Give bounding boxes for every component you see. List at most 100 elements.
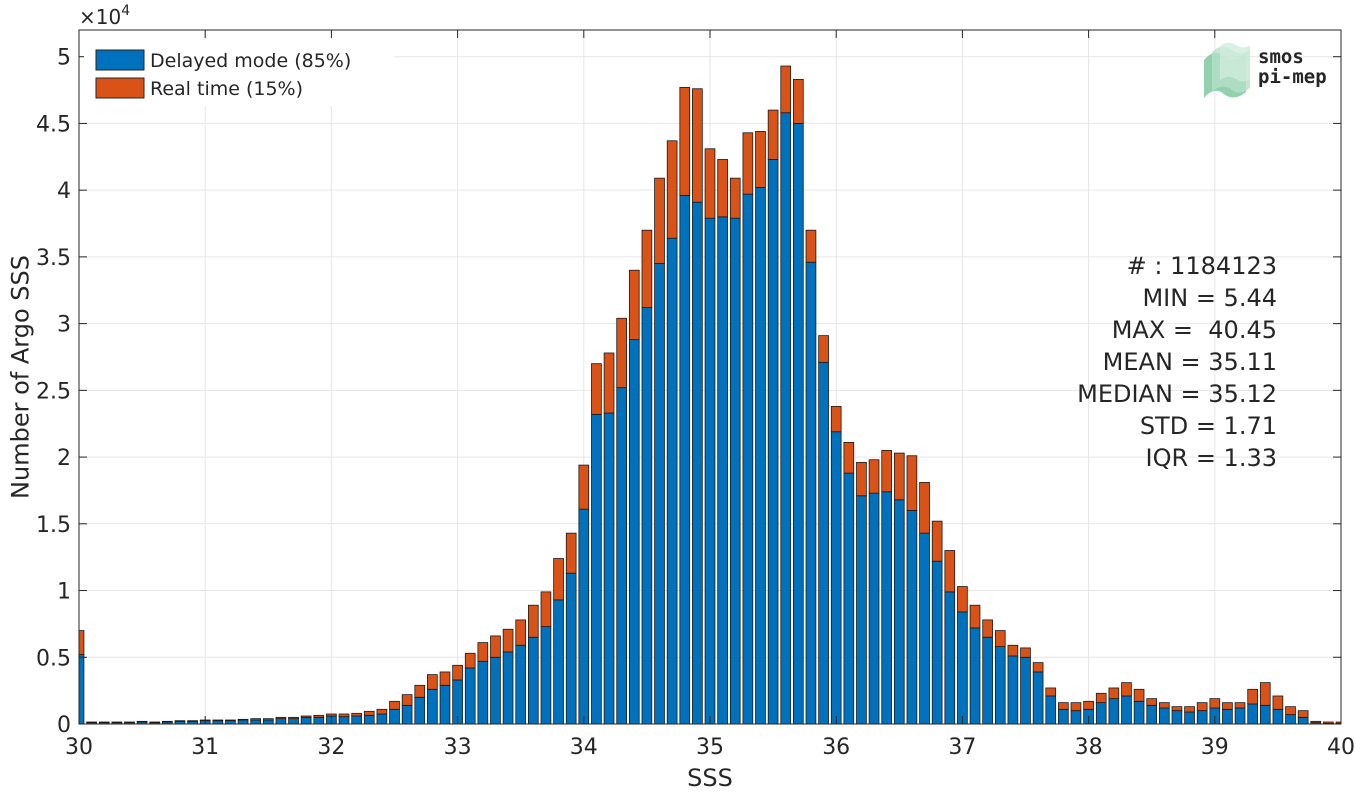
y-axis-label: Number of Argo SSS — [6, 255, 34, 499]
bar-real-time — [1259, 682, 1271, 706]
bar-delayed-mode — [944, 591, 956, 724]
bar-real-time — [338, 713, 350, 718]
bar-real-time — [780, 65, 792, 114]
y-tick-label: 4 — [57, 179, 71, 204]
bar-real-time — [111, 721, 123, 724]
bar-real-time — [1108, 687, 1120, 700]
bar-real-time — [856, 462, 867, 497]
bar-delayed-mode — [502, 651, 514, 724]
bar-delayed-mode — [742, 193, 754, 724]
bar-real-time — [502, 628, 514, 653]
bar-delayed-mode — [994, 646, 1006, 724]
bar-real-time — [565, 532, 577, 574]
bar-delayed-mode — [881, 491, 893, 724]
bar-real-time — [250, 718, 262, 721]
bar-real-time — [300, 715, 312, 718]
y-tick-label: 2.5 — [36, 379, 71, 404]
bar-delayed-mode — [1146, 704, 1158, 724]
y-tick-label: 1.5 — [36, 513, 71, 538]
smos-pi-mep-logo: smos pi-mep — [1204, 42, 1327, 98]
bar-delayed-mode — [237, 719, 249, 724]
bar-real-time — [1272, 695, 1284, 710]
bar-real-time — [162, 720, 173, 723]
x-tick-label: 33 — [444, 735, 472, 760]
legend: Delayed mode (85%) Real time (15%) — [84, 40, 394, 106]
bar-real-time — [654, 177, 665, 264]
bar-delayed-mode — [654, 263, 665, 724]
bar-real-time — [616, 317, 627, 389]
bar-delayed-mode — [805, 261, 817, 724]
bar-delayed-mode — [490, 656, 501, 724]
bar-real-time — [439, 671, 451, 686]
bar-delayed-mode — [679, 195, 691, 724]
bar-real-time — [1171, 706, 1183, 712]
bar-delayed-mode — [1259, 704, 1271, 724]
y-axis-exponent-base: ×10 — [79, 5, 121, 29]
bar-delayed-mode — [414, 696, 426, 724]
bar-real-time — [376, 708, 388, 715]
bar-delayed-mode — [1234, 707, 1246, 724]
stats-iqr: IQR = 1.33 — [1146, 444, 1277, 472]
bar-delayed-mode — [856, 495, 867, 724]
y-tick-label: 4.5 — [36, 112, 71, 137]
stats-std: STD = 1.71 — [1140, 412, 1277, 440]
bar-delayed-mode — [477, 660, 489, 724]
bar-delayed-mode — [603, 412, 615, 724]
bar-real-time — [881, 450, 893, 493]
bar-real-time — [1323, 721, 1334, 724]
bar-real-time — [477, 642, 489, 662]
bar-real-time — [363, 710, 375, 716]
bar-real-time — [1209, 698, 1221, 709]
stats-max: MAX = 40.45 — [1112, 316, 1277, 344]
bar-delayed-mode — [868, 492, 880, 724]
bar-delayed-mode — [401, 704, 413, 724]
bar-real-time — [679, 86, 691, 196]
stats-mean: MEAN = 35.11 — [1103, 348, 1277, 376]
bar-real-time — [212, 719, 224, 722]
bar-real-time — [944, 550, 956, 593]
bar-real-time — [136, 720, 148, 723]
y-tick-label: 3.5 — [36, 246, 71, 271]
x-tick-label: 38 — [1075, 735, 1103, 760]
axis-ticks: 30 31 32 33 34 35 36 37 38 39 40 0 0.5 1 1.5 2 2.5 3 3.5 4 4… — [36, 30, 1355, 760]
bar-delayed-mode — [262, 719, 274, 724]
x-axis-label: SSS — [687, 764, 733, 789]
bar-delayed-mode — [1020, 656, 1031, 724]
bar-real-time — [578, 464, 590, 510]
bar-real-time — [591, 363, 602, 415]
bar-real-time — [351, 712, 362, 717]
bar-real-time — [540, 591, 552, 627]
x-tick-label: 39 — [1201, 735, 1229, 760]
bar-delayed-mode — [439, 684, 451, 724]
y-tick-label: 0.5 — [36, 646, 71, 671]
bar-delayed-mode — [1032, 671, 1044, 724]
bar-delayed-mode — [969, 627, 981, 724]
bar-real-time — [275, 716, 287, 720]
bar-real-time — [1335, 721, 1341, 724]
x-tick-label: 35 — [696, 735, 724, 760]
bar-delayed-mode — [363, 714, 375, 724]
bar-real-time — [288, 716, 299, 720]
bar-delayed-mode — [692, 201, 703, 724]
x-tick-label: 34 — [570, 735, 598, 760]
y-tick-label: 3 — [57, 313, 71, 338]
bar-real-time — [603, 352, 615, 414]
bar-delayed-mode — [288, 718, 299, 724]
bar-delayed-mode — [780, 112, 792, 724]
legend-label-delayed-mode: Delayed mode (85%) — [150, 50, 351, 72]
bar-delayed-mode — [1171, 710, 1183, 724]
bar-delayed-mode — [250, 719, 262, 724]
bar-real-time — [1146, 698, 1158, 706]
bar-real-time — [1234, 702, 1246, 709]
bar-delayed-mode — [351, 715, 362, 724]
bar-real-time — [149, 721, 161, 724]
legend-swatch-real-time — [95, 77, 145, 99]
bar-real-time — [1032, 662, 1044, 673]
bar-delayed-mode — [931, 560, 943, 724]
bar-delayed-mode — [527, 636, 539, 724]
bar-real-time — [805, 229, 817, 263]
x-tick-label: 31 — [191, 735, 219, 760]
bar-real-time — [1285, 706, 1296, 716]
stats-min: MIN = 5.44 — [1142, 284, 1277, 312]
